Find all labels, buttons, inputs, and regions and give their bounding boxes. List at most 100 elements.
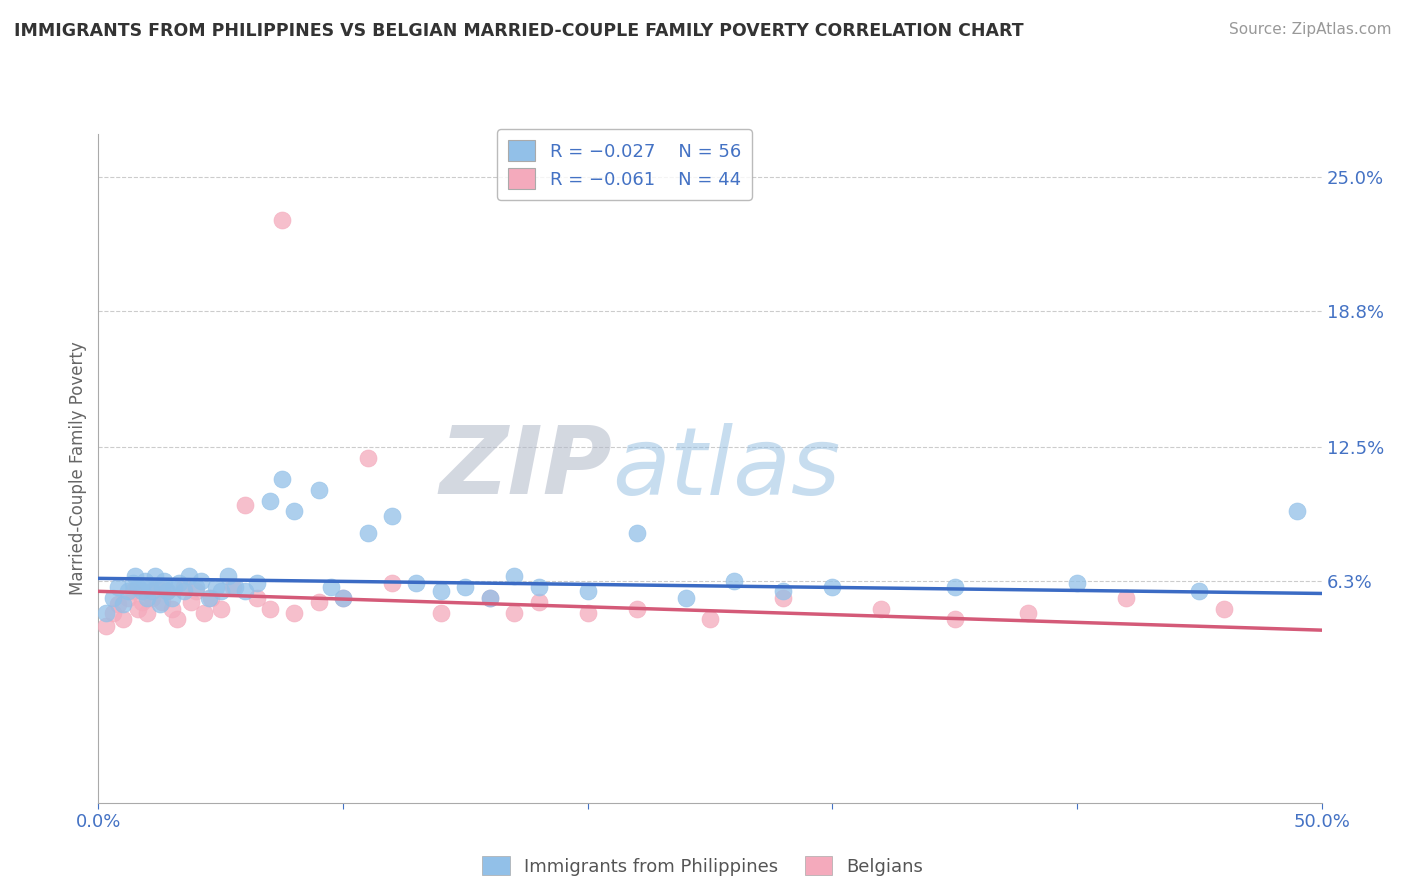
Point <box>478 591 501 605</box>
Point <box>527 595 550 609</box>
Text: Source: ZipAtlas.com: Source: ZipAtlas.com <box>1229 22 1392 37</box>
Point <box>101 606 124 620</box>
Point <box>246 575 269 590</box>
Point <box>156 584 179 599</box>
Point <box>503 606 526 620</box>
Point <box>124 569 146 583</box>
Point <box>332 591 354 605</box>
Point <box>166 612 188 626</box>
Point <box>111 597 134 611</box>
Point <box>308 483 330 497</box>
Point <box>626 526 648 541</box>
Point <box>699 612 721 626</box>
Point <box>723 574 745 588</box>
Point <box>233 498 256 512</box>
Point <box>205 580 228 594</box>
Point <box>454 580 477 594</box>
Point <box>308 595 330 609</box>
Point <box>101 591 124 605</box>
Point <box>270 472 294 486</box>
Point <box>356 450 378 465</box>
Point <box>127 601 149 615</box>
Point <box>381 508 404 523</box>
Legend: Immigrants from Philippines, Belgians: Immigrants from Philippines, Belgians <box>475 849 931 883</box>
Point <box>870 601 893 615</box>
Point <box>527 580 550 594</box>
Point <box>222 580 245 594</box>
Point <box>177 569 200 583</box>
Point <box>1212 601 1234 615</box>
Point <box>381 575 404 590</box>
Point <box>186 584 208 599</box>
Point <box>259 601 281 615</box>
Point <box>131 584 153 599</box>
Point <box>134 574 156 588</box>
Point <box>503 569 526 583</box>
Point <box>1066 575 1088 590</box>
Point <box>141 591 163 605</box>
Point <box>821 580 844 594</box>
Point <box>117 584 139 599</box>
Point <box>121 575 143 590</box>
Text: IMMIGRANTS FROM PHILIPPINES VS BELGIAN MARRIED-COUPLE FAMILY POVERTY CORRELATION: IMMIGRANTS FROM PHILIPPINES VS BELGIAN M… <box>14 22 1024 40</box>
Point <box>1286 504 1309 518</box>
Text: ZIP: ZIP <box>439 422 612 515</box>
Point <box>167 575 190 590</box>
Point <box>173 580 195 594</box>
Point <box>217 569 239 583</box>
Point <box>1188 584 1211 599</box>
Point <box>173 584 195 599</box>
Point <box>111 612 134 626</box>
Point <box>356 526 378 541</box>
Point <box>772 591 794 605</box>
Point <box>127 580 149 594</box>
Point <box>160 591 183 605</box>
Point <box>772 584 794 599</box>
Point <box>224 580 246 594</box>
Point <box>283 504 305 518</box>
Point <box>107 597 129 611</box>
Y-axis label: Married-Couple Family Poverty: Married-Couple Family Poverty <box>69 342 87 595</box>
Point <box>576 606 599 620</box>
Point <box>107 580 129 594</box>
Point <box>943 580 966 594</box>
Point <box>405 575 427 590</box>
Point <box>332 591 354 605</box>
Point <box>478 591 501 605</box>
Point <box>160 601 183 615</box>
Point <box>197 591 219 605</box>
Point <box>131 595 153 609</box>
Point <box>163 580 186 594</box>
Point <box>139 580 162 594</box>
Point <box>117 591 139 605</box>
Text: atlas: atlas <box>612 423 841 514</box>
Point <box>149 597 172 611</box>
Point <box>136 606 159 620</box>
Point <box>94 606 117 620</box>
Point <box>675 591 697 605</box>
Point <box>153 574 176 588</box>
Point <box>143 569 166 583</box>
Point <box>190 574 212 588</box>
Point <box>319 580 342 594</box>
Point <box>141 584 163 599</box>
Point <box>1017 606 1039 620</box>
Point <box>259 493 281 508</box>
Point <box>943 612 966 626</box>
Point <box>146 580 169 594</box>
Point <box>233 584 256 599</box>
Point <box>430 606 453 620</box>
Point <box>626 601 648 615</box>
Point <box>430 584 453 599</box>
Point <box>283 606 305 620</box>
Point <box>209 584 232 599</box>
Point <box>200 591 222 605</box>
Point <box>1115 591 1137 605</box>
Legend: R = −0.027    N = 56, R = −0.061    N = 44: R = −0.027 N = 56, R = −0.061 N = 44 <box>498 129 752 200</box>
Point <box>121 584 143 599</box>
Point <box>150 580 173 594</box>
Point <box>94 619 117 633</box>
Point <box>156 584 179 599</box>
Point <box>180 595 202 609</box>
Point <box>193 606 215 620</box>
